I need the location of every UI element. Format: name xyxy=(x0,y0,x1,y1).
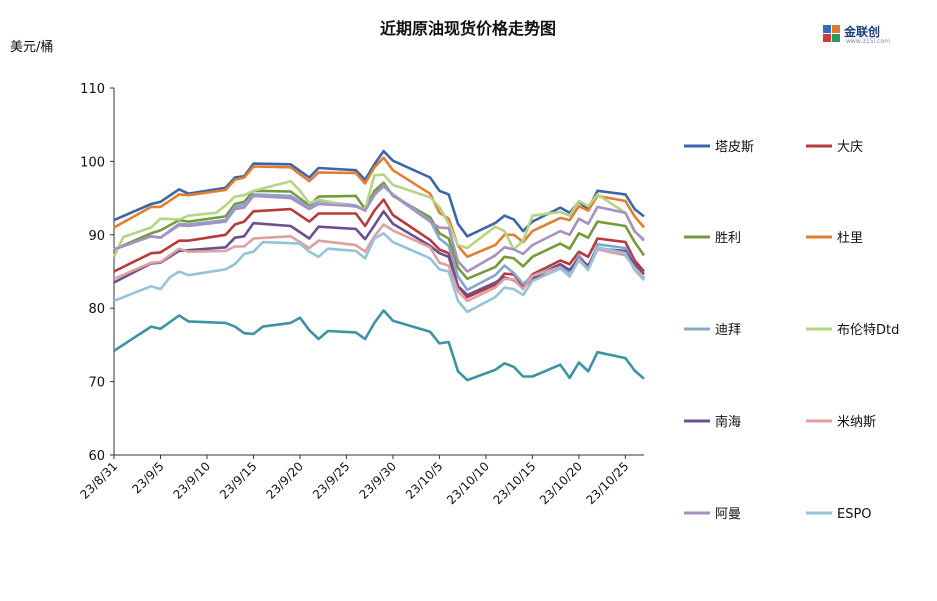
x-tick-label: 23/9/15 xyxy=(217,459,260,502)
series-line-9 xyxy=(113,183,645,273)
y-tick-label: 80 xyxy=(88,302,105,317)
axes: 60 70 80 90 100 110 23/8/31 23/9/5 23/9/10 23/9/1… xyxy=(78,82,644,507)
x-tick-label: 23/10/15 xyxy=(491,459,539,507)
x-tick-label: 23/10/10 xyxy=(444,459,492,507)
x-tick-label: 23/9/30 xyxy=(356,459,399,502)
legend-label: 米纳斯 xyxy=(837,415,876,430)
y-tick-label: 60 xyxy=(88,449,105,464)
legend-label: 迪拜 xyxy=(715,323,741,338)
y-tick-label: 70 xyxy=(88,376,105,391)
y-tick-label: 110 xyxy=(80,82,105,97)
logo-url: www.315i.com xyxy=(846,38,890,45)
logo-name: 金联创 xyxy=(843,24,880,39)
x-tick-label: 23/8/31 xyxy=(78,459,121,502)
x-tick-label: 23/9/20 xyxy=(263,459,306,502)
legend-label: 胜利 xyxy=(715,231,741,246)
legend-label: 布伦特Dtd xyxy=(837,323,899,338)
y-tick-label: 100 xyxy=(80,155,105,170)
series-line-10 xyxy=(113,232,645,314)
series-line-4 xyxy=(113,156,645,259)
legend-label: 南海 xyxy=(715,414,741,430)
x-tick-label: 23/9/25 xyxy=(310,459,353,502)
series-line-2 xyxy=(113,198,645,299)
legend-label: ESPO xyxy=(837,507,872,522)
x-tick-label: 23/10/25 xyxy=(584,459,632,507)
chart-title: 近期原油现货价格走势图 xyxy=(380,19,556,38)
series-line-11 xyxy=(113,309,645,382)
logo-icon xyxy=(823,25,840,42)
series-line-7 xyxy=(113,210,645,297)
brand-logo: 金联创 www.315i.com xyxy=(823,24,890,45)
plot-area xyxy=(112,149,646,382)
legend-label: 阿曼 xyxy=(715,507,741,522)
legend-label: 大庆 xyxy=(837,140,863,155)
legend-label: 杜里 xyxy=(837,231,863,246)
y-tick-label: 90 xyxy=(88,229,105,244)
x-tick-label: 23/9/5 xyxy=(129,459,166,496)
series-line-3 xyxy=(113,181,646,281)
x-tick-label: 23/10/20 xyxy=(537,459,585,507)
series-line-6 xyxy=(112,173,645,258)
legend-label: 塔皮斯 xyxy=(715,140,754,155)
y-axis-label: 美元/桶 xyxy=(10,40,53,55)
x-tick-label: 23/10/5 xyxy=(403,459,446,502)
x-tick-label: 23/9/10 xyxy=(170,459,213,502)
